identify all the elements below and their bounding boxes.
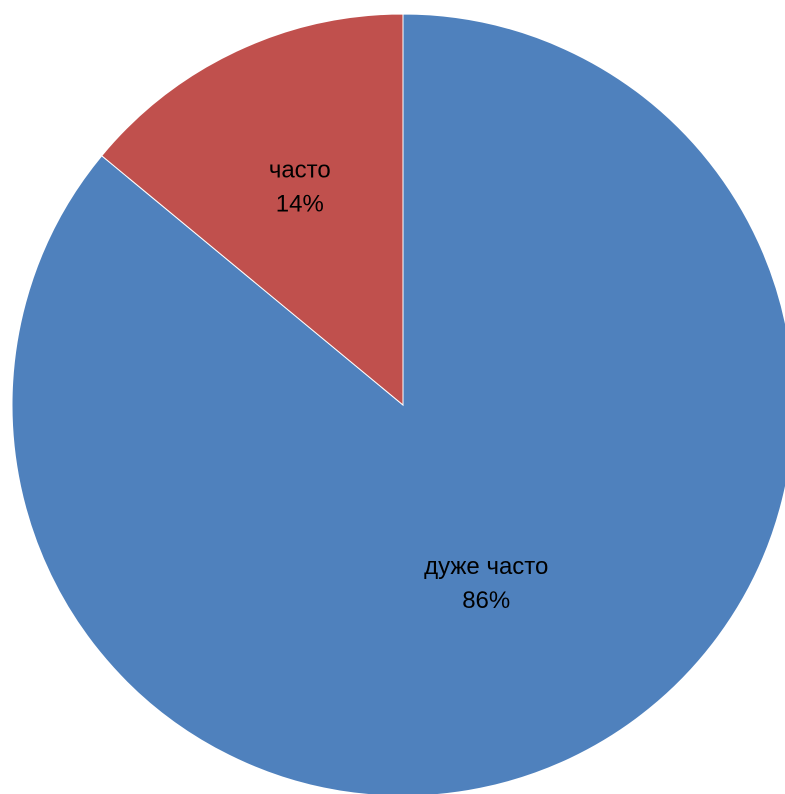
- pie-labels: дуже часто 86% часто 14%: [269, 157, 549, 614]
- pie-slices: [11, 13, 785, 794]
- pie-data-label-1: дуже часто 86%: [424, 553, 548, 614]
- pie-label-category: дуже часто: [424, 553, 548, 580]
- pie-slice-2: [101, 13, 404, 407]
- pie-data-label-2: часто 14%: [269, 157, 331, 218]
- pie-label-percent: 86%: [462, 587, 510, 614]
- pie-slice-1: [11, 13, 785, 794]
- pie-label-percent: 14%: [276, 191, 324, 218]
- pie-label-category: часто: [269, 157, 331, 184]
